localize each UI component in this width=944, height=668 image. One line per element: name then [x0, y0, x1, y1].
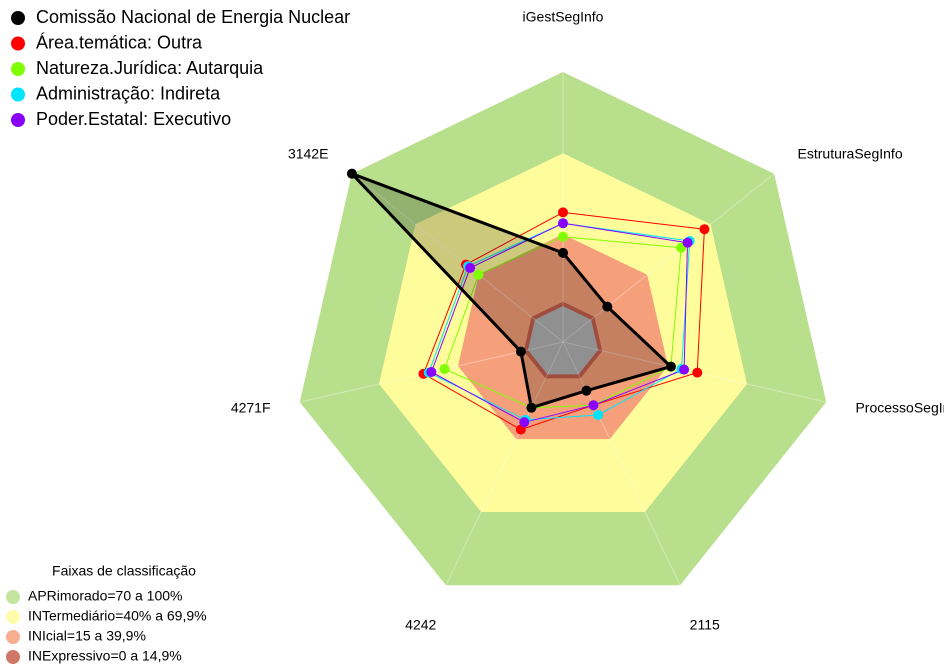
axis-label: iGestSegInfo	[523, 9, 604, 25]
series-point	[558, 231, 568, 242]
band-legend-marker	[6, 650, 20, 664]
legend-marker	[11, 11, 25, 25]
series-line	[428, 222, 691, 421]
spoke	[351, 173, 564, 343]
band-legend-label: INTermediário=40% a 69,9%	[28, 608, 207, 624]
legend-marker	[11, 62, 25, 76]
series-point	[526, 402, 537, 413]
axis-label: 4242	[405, 617, 436, 633]
legend-marker	[11, 87, 25, 102]
axis-label: EstruturaSegInfo	[798, 146, 903, 162]
series-point	[558, 218, 568, 229]
series-point	[699, 224, 710, 235]
axis-label: 4271F	[231, 399, 271, 415]
series-point	[346, 168, 357, 179]
labels: iGestSegInfo EstruturaSegInfo ProcessoSegI…	[6, 7, 944, 664]
series-point	[515, 346, 526, 357]
series-point	[465, 262, 476, 273]
legend-label: Comissão Nacional de Energia Nuclear	[36, 7, 350, 27]
legend-label: Poder.Estatal: Executivo	[36, 109, 231, 129]
series-point	[519, 417, 530, 428]
series-line	[444, 236, 682, 409]
axis-label: ProcessoSegInfo	[855, 399, 944, 415]
band-legend-marker	[6, 590, 20, 604]
spoke	[562, 173, 775, 343]
series-layer	[346, 168, 710, 435]
band-legend-label: APRimorado=70 a 100%	[28, 588, 183, 604]
series-point	[692, 367, 703, 378]
series-point	[682, 237, 693, 248]
series-point	[602, 301, 613, 312]
spoke	[445, 341, 564, 586]
series-point	[665, 361, 676, 372]
legend-marker	[11, 36, 25, 51]
legend-marker	[11, 113, 25, 127]
series-line	[430, 222, 688, 423]
series-point	[593, 409, 604, 420]
series-point	[558, 207, 568, 218]
legend-label: Área.temática: Outra	[36, 32, 203, 52]
band-legend-marker	[6, 610, 20, 624]
band-legend-label: INExpressivo=0 a 14,9%	[28, 648, 182, 664]
band-legend-title: Faixas de classificação	[52, 563, 196, 579]
band-legend-label: INIcial=15 a 39,9%	[28, 628, 146, 644]
band-legend-marker	[6, 630, 20, 644]
legend-label: Administração: Indireta	[36, 83, 221, 103]
series-point	[558, 247, 568, 258]
axis-label: 3142E	[288, 146, 328, 162]
series-point	[473, 269, 484, 280]
axis-label: 2115	[690, 617, 720, 633]
series-point	[588, 400, 599, 411]
legend-label: Natureza.Jurídica: Autarquia	[36, 58, 264, 78]
series-point	[426, 367, 437, 378]
series-point	[581, 385, 592, 396]
series-line	[350, 172, 673, 410]
series-point	[439, 364, 450, 375]
series-point	[679, 364, 690, 375]
spoke	[562, 341, 681, 586]
center-area	[527, 306, 599, 375]
